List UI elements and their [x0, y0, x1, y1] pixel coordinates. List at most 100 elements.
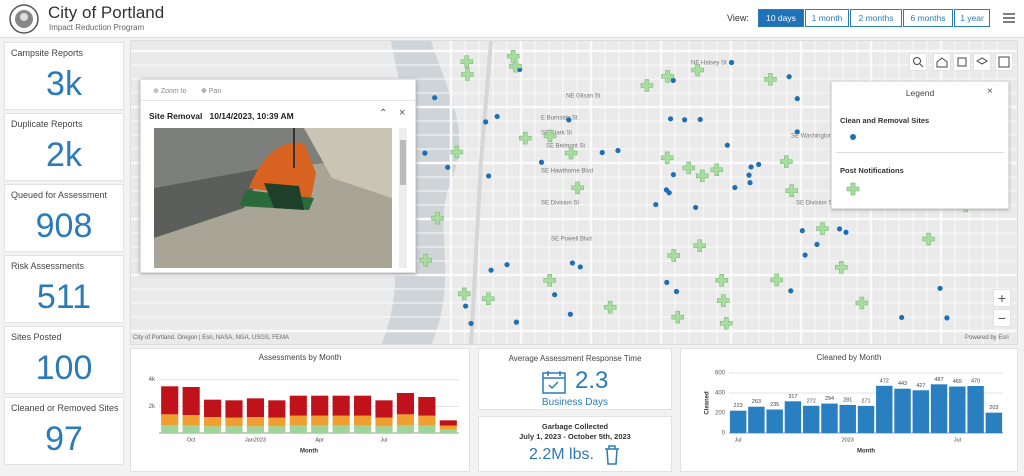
notice-point[interactable]	[482, 292, 495, 305]
site-point[interactable]	[577, 264, 583, 270]
site-point[interactable]	[488, 267, 494, 273]
site-point[interactable]	[794, 129, 800, 135]
basemap-tool[interactable]	[973, 53, 991, 71]
site-point[interactable]	[445, 164, 451, 170]
site-point[interactable]	[462, 303, 469, 309]
notice-point[interactable]	[660, 151, 674, 165]
notice-point[interactable]	[431, 211, 444, 225]
layers-tool[interactable]	[953, 53, 971, 71]
notice-point[interactable]	[770, 273, 783, 287]
site-point[interactable]	[663, 187, 670, 193]
site-point[interactable]	[681, 117, 688, 123]
notice-point[interactable]	[717, 294, 730, 307]
site-point[interactable]	[836, 226, 843, 232]
site-point[interactable]	[724, 142, 730, 148]
home-tool[interactable]	[933, 53, 951, 71]
notice-point[interactable]	[450, 145, 464, 159]
site-point[interactable]	[786, 74, 792, 80]
view-button[interactable]: 10 days	[758, 9, 804, 27]
site-point[interactable]	[899, 314, 905, 321]
notice-point[interactable]	[640, 79, 654, 92]
notice-point[interactable]	[780, 155, 793, 168]
view-button[interactable]: 6 months	[903, 9, 953, 27]
notice-point[interactable]	[603, 300, 617, 314]
site-point[interactable]	[538, 159, 545, 165]
notice-point[interactable]	[506, 49, 520, 63]
site-point[interactable]	[799, 228, 805, 234]
notice-point[interactable]	[509, 59, 522, 73]
notice-point[interactable]	[661, 70, 674, 83]
site-point[interactable]	[599, 149, 605, 156]
notice-point[interactable]	[710, 163, 724, 177]
site-point[interactable]	[569, 260, 575, 266]
notice-point[interactable]	[519, 131, 532, 145]
notice-point[interactable]	[671, 310, 684, 324]
legend-tool[interactable]	[995, 53, 1013, 71]
notice-point[interactable]	[667, 249, 681, 262]
notice-point[interactable]	[693, 239, 706, 253]
site-point[interactable]	[732, 184, 738, 191]
site-point[interactable]	[944, 315, 950, 321]
site-point[interactable]	[483, 119, 489, 125]
site-point[interactable]	[552, 292, 558, 298]
notice-point[interactable]	[461, 68, 474, 81]
site-point[interactable]	[748, 164, 754, 170]
popup-close[interactable]: ×	[399, 107, 406, 119]
site-point[interactable]	[653, 201, 659, 208]
search-tool[interactable]	[909, 53, 927, 71]
site-point[interactable]	[513, 319, 520, 325]
site-point[interactable]	[937, 285, 943, 291]
site-point[interactable]	[667, 116, 674, 122]
notice-point[interactable]	[691, 63, 704, 77]
site-point[interactable]	[697, 116, 703, 123]
site-point[interactable]	[747, 180, 753, 186]
notice-point[interactable]	[695, 169, 709, 183]
site-point[interactable]	[802, 252, 808, 258]
notice-point[interactable]	[715, 274, 729, 287]
notice-point[interactable]	[816, 222, 829, 235]
site-point[interactable]	[843, 229, 849, 235]
site-point[interactable]	[432, 95, 438, 101]
zoom-out[interactable]: −	[993, 309, 1011, 327]
site-point[interactable]	[494, 113, 500, 120]
notice-point[interactable]	[835, 261, 848, 274]
notice-point[interactable]	[543, 129, 557, 143]
site-point[interactable]	[670, 77, 676, 83]
popup-pan[interactable]: ✥ Pan	[201, 88, 222, 95]
notice-point[interactable]	[564, 146, 578, 160]
site-point[interactable]	[756, 161, 762, 168]
site-point[interactable]	[794, 96, 800, 102]
notice-point[interactable]	[419, 253, 432, 267]
notice-point[interactable]	[682, 161, 695, 175]
site-point[interactable]	[728, 59, 735, 66]
site-point[interactable]	[664, 279, 670, 285]
view-button[interactable]: 1 month	[805, 9, 849, 27]
site-point[interactable]	[670, 172, 677, 178]
site-point[interactable]	[673, 288, 680, 295]
site-point[interactable]	[693, 204, 699, 211]
notice-point[interactable]	[764, 73, 777, 86]
zoom-in[interactable]: +	[993, 289, 1011, 307]
notice-point[interactable]	[457, 287, 471, 301]
site-point[interactable]	[566, 117, 572, 123]
popup-zoom[interactable]: ⊕ Zoom to	[153, 88, 187, 95]
notice-point[interactable]	[922, 232, 935, 246]
notice-point[interactable]	[543, 273, 556, 287]
view-button[interactable]: 1 year	[954, 9, 990, 27]
site-point[interactable]	[814, 241, 820, 247]
popup-collapse[interactable]: ⌃	[379, 108, 388, 119]
menu-button[interactable]	[1002, 12, 1016, 24]
site-point[interactable]	[746, 172, 752, 178]
site-point[interactable]	[486, 173, 492, 179]
notice-point[interactable]	[855, 296, 869, 310]
notice-point[interactable]	[719, 317, 733, 330]
popup-scrollbar[interactable]	[399, 128, 407, 268]
legend-close[interactable]: ×	[987, 86, 993, 97]
notice-point[interactable]	[785, 184, 798, 197]
site-point[interactable]	[504, 262, 510, 268]
notice-point[interactable]	[571, 181, 584, 195]
site-point[interactable]	[615, 147, 621, 154]
view-button[interactable]: 2 months	[850, 9, 902, 27]
map[interactable]: NE Halsey St NE Glisan St E Burnside St SE …	[130, 40, 1018, 345]
site-point[interactable]	[422, 150, 428, 156]
